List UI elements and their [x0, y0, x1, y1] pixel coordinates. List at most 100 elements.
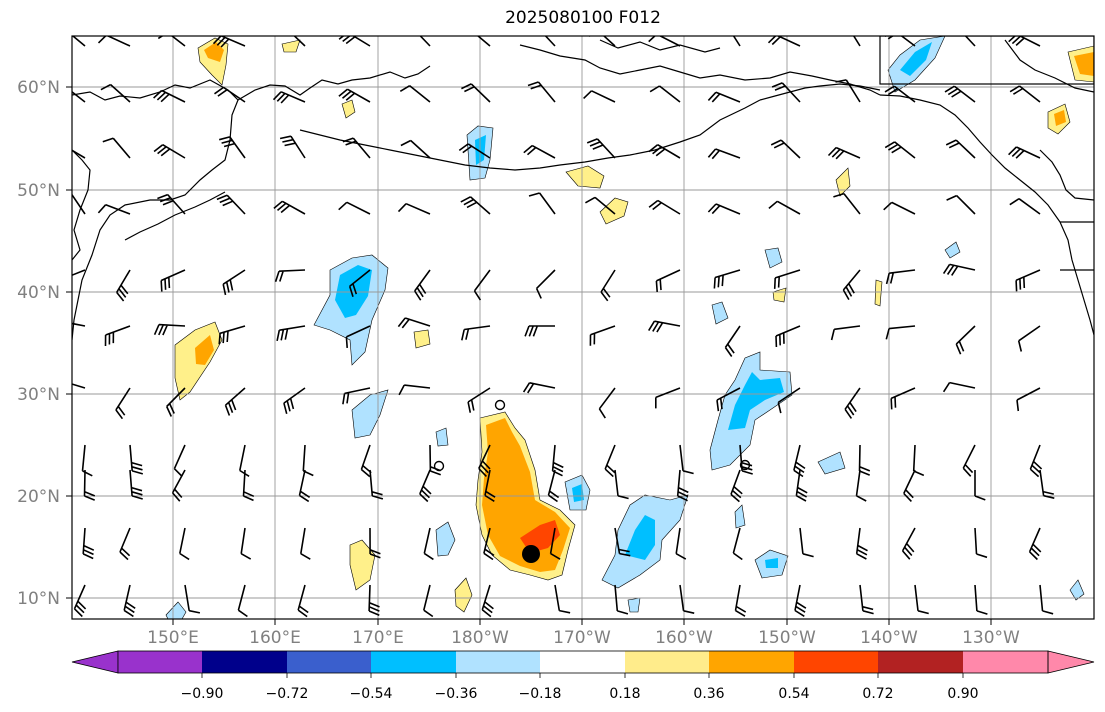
wind-barb: [397, 317, 431, 329]
border-line: [1060, 221, 1094, 271]
wind-barb: [770, 139, 801, 159]
wind-barb: [369, 469, 384, 500]
wind-barb: [338, 201, 371, 215]
wind-barb: [81, 444, 93, 477]
lon-label: 160°E: [249, 628, 301, 648]
wind-barb: [397, 202, 431, 215]
wind-barb: [944, 85, 976, 103]
lon-label: 130°W: [962, 628, 1020, 648]
wind-barb: [300, 527, 311, 560]
lat-label: 30°N: [17, 385, 60, 405]
coast-japan-hokkaido: [72, 149, 91, 261]
wind-barb: [523, 144, 556, 159]
wind-barb: [885, 269, 916, 285]
colorbar-segment: [963, 651, 1048, 673]
wind-barb: [713, 269, 741, 289]
shade-yellow-d: [349, 539, 376, 591]
wind-barb: [844, 387, 861, 419]
wind-barb: [338, 36, 371, 47]
wind-barb: [467, 387, 491, 413]
coast-alaska-panhandle: [1039, 149, 1094, 201]
lat-label: 50°N: [17, 181, 60, 201]
wind-barb: [732, 527, 743, 561]
wind-barb: [129, 444, 144, 475]
lon-label: 160°W: [655, 628, 713, 648]
wind-barb: [476, 36, 491, 47]
shading-layer: [165, 36, 1094, 619]
wind-barb: [679, 444, 694, 475]
wind-barb: [859, 584, 874, 615]
wind-barb: [855, 469, 867, 502]
coast-alaska-west: [519, 44, 881, 96]
wind-barb: [655, 269, 681, 292]
wind-barb: [400, 139, 431, 159]
wind-barb: [153, 144, 186, 159]
wind-barb: [483, 527, 495, 561]
wind-barb: [890, 387, 916, 410]
wind-barb: [72, 269, 86, 277]
wind-barb: [73, 584, 87, 618]
wind-barb: [586, 138, 616, 159]
wind-barb: [707, 148, 741, 160]
wind-barb: [884, 85, 916, 103]
shade-lightblue-11: [711, 301, 729, 325]
wind-barb: [297, 584, 309, 618]
wind-barb: [676, 469, 689, 502]
wind-barb: [945, 139, 976, 159]
colorbar-segment: [456, 651, 540, 673]
coast-aleutians: [299, 99, 761, 171]
wind-barb: [768, 200, 801, 215]
wind-barb: [551, 444, 564, 477]
wind-barb: [912, 444, 925, 477]
colorbar-extend-max: [1047, 650, 1095, 674]
wind-barb: [914, 584, 929, 615]
wind-barb: [614, 584, 629, 615]
open-circle-marker: [433, 460, 445, 472]
wind-barb: [242, 469, 255, 502]
wind-barb: [160, 269, 186, 292]
shade-lightblue-10: [817, 451, 846, 475]
wind-barb: [649, 85, 681, 103]
wind-barb: [604, 444, 616, 478]
colorbar-segment: [794, 651, 878, 673]
wind-barb: [833, 192, 861, 215]
wind-barb: [547, 469, 560, 503]
wind-barb: [473, 269, 491, 301]
wind-barb: [799, 527, 814, 558]
wind-barb: [97, 36, 131, 47]
wind-barb: [527, 81, 556, 103]
open-circle-marker: [739, 459, 751, 471]
colorbar-segment: [287, 651, 371, 673]
shade-yellow-j: [281, 39, 301, 53]
wind-barb: [777, 387, 801, 414]
shade-blue-2: [728, 372, 784, 430]
wind-barb: [276, 325, 306, 342]
lat-label: 10°N: [17, 589, 60, 609]
wind-barb: [338, 88, 371, 103]
wind-barb: [368, 584, 380, 616]
wind-barb: [852, 36, 861, 47]
wind-barb: [72, 149, 86, 159]
wind-barb: [535, 269, 556, 299]
shade-yellow-c: [835, 167, 851, 197]
wind-barb: [240, 527, 252, 560]
wind-barb: [279, 36, 306, 47]
wind-barb: [283, 387, 306, 415]
wind-barb: [771, 82, 801, 103]
wind-barb: [218, 325, 246, 345]
open-circle-marker: [494, 399, 506, 411]
shade-blue-4: [475, 135, 486, 165]
wind-barb: [946, 194, 976, 215]
wind-barb: [342, 137, 371, 159]
wind-barb: [732, 36, 741, 47]
shade-lightblue-9: [435, 521, 456, 557]
wind-barb: [524, 325, 555, 337]
wind-barb: [116, 269, 131, 302]
wind-barb: [72, 322, 86, 327]
wind-barb: [237, 584, 248, 618]
lat-label: 20°N: [17, 487, 60, 507]
wind-barb: [589, 325, 616, 346]
wind-barb: [614, 527, 631, 557]
wind-barb: [481, 584, 494, 618]
map-inset-box: [879, 36, 1094, 85]
